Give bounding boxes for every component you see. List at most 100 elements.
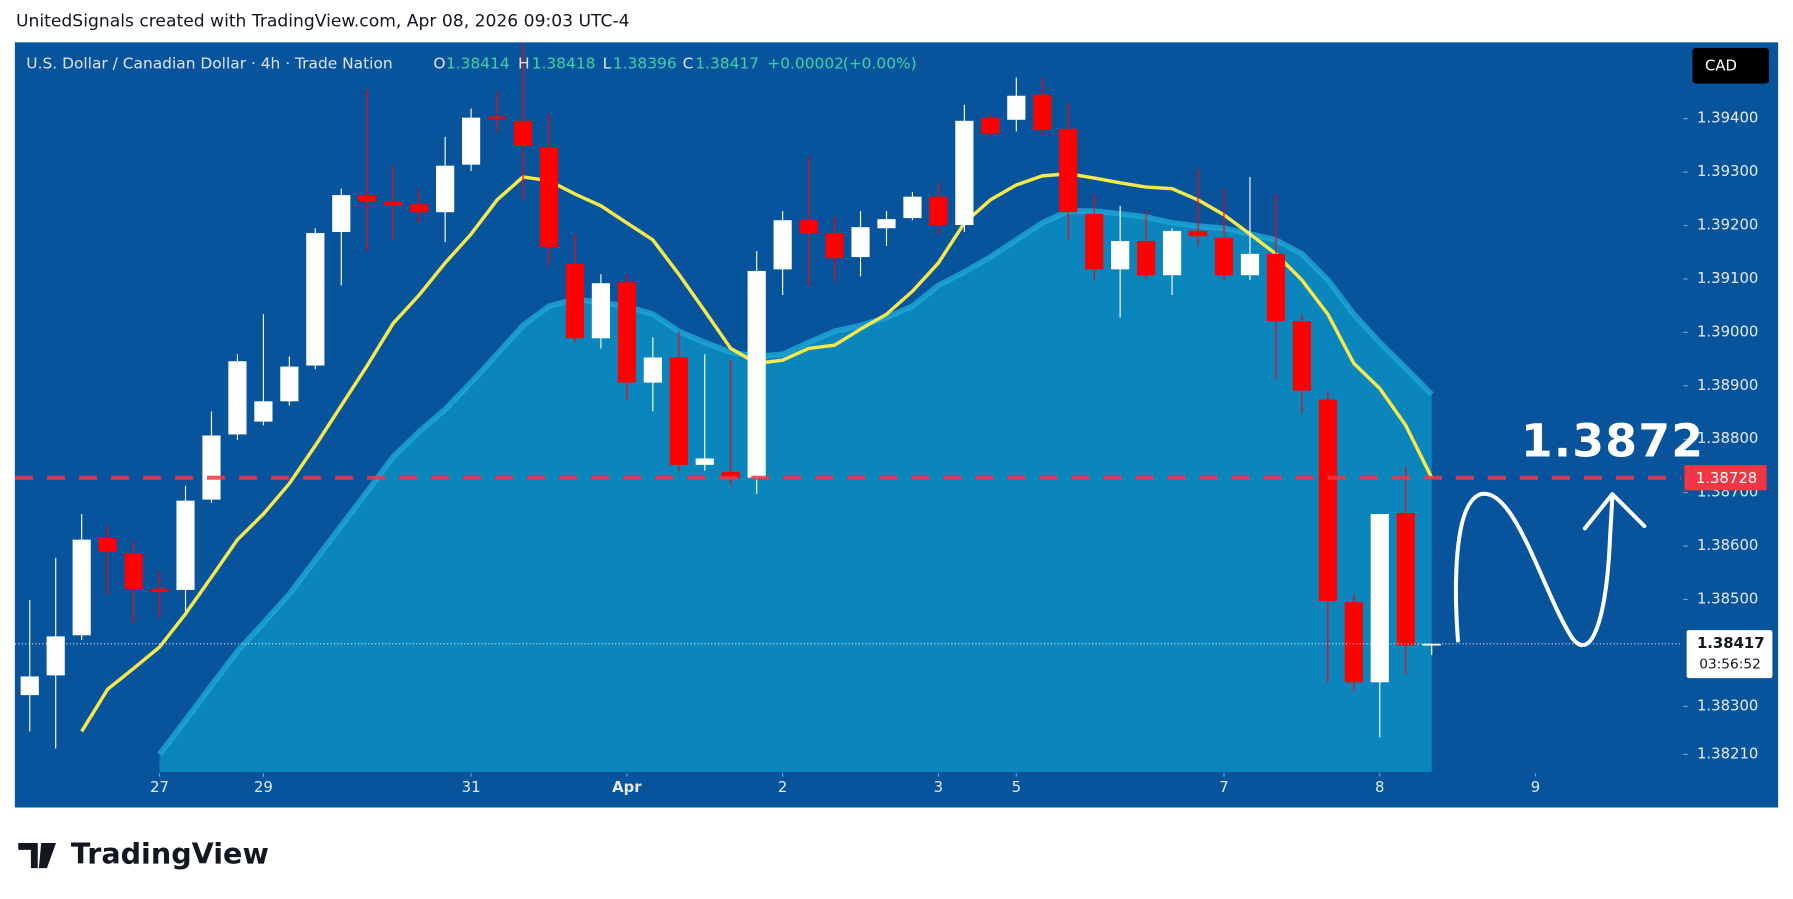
candle-body: [1292, 321, 1311, 391]
candle-body: [1111, 241, 1130, 270]
x-tick-label: 7: [1219, 778, 1228, 796]
y-tick-label: 1.39000: [1697, 322, 1758, 340]
header: UnitedSignals created with TradingView.c…: [16, 12, 630, 32]
candle-body: [721, 471, 740, 478]
logo-text: TradingView: [71, 837, 269, 871]
y-tick-label: 1.38500: [1697, 589, 1758, 607]
legend-label: O: [433, 55, 445, 73]
x-tick-label: 3: [934, 778, 943, 796]
candle-body: [1344, 602, 1363, 683]
candle-body: [1007, 95, 1026, 120]
candle-body: [591, 283, 610, 339]
candle-body: [1240, 253, 1260, 276]
x-tick-label: 5: [1012, 778, 1021, 796]
plot-front: 1.382101.383001.385001.386001.387001.388…: [14, 109, 1773, 796]
countdown: 03:56:52: [1699, 656, 1761, 672]
candle-body: [280, 366, 299, 402]
y-tick-label: 1.39200: [1697, 216, 1758, 234]
indicator-area: [159, 211, 1432, 773]
candle-body: [1370, 514, 1389, 683]
candle-body: [669, 357, 688, 465]
candle-body: [72, 539, 91, 636]
y-tick-label: 1.39100: [1697, 269, 1758, 287]
last-price-label: 1.38417: [1697, 634, 1765, 652]
legend-change-pct: (+0.00%): [843, 55, 917, 73]
candle-body: [513, 120, 533, 146]
candle-body: [1396, 512, 1415, 646]
x-tick-label: 31: [462, 778, 481, 796]
candle-body: [1214, 237, 1234, 276]
candle-body: [410, 204, 429, 213]
legend-value: 1.38414: [446, 55, 510, 73]
candle-body: [643, 357, 662, 383]
candle-body: [929, 196, 948, 226]
legend: U.S. Dollar / Canadian Dollar · 4h · Tra…: [26, 55, 916, 73]
y-tick-label: 1.38900: [1697, 376, 1758, 394]
x-tick-label: 2: [778, 778, 787, 796]
x-tick-label: 27: [150, 778, 169, 796]
candle-body: [1266, 253, 1286, 322]
candle-body: [799, 220, 818, 234]
candle-body: [1422, 643, 1441, 646]
candle-body: [1137, 241, 1156, 276]
y-tick-label: 1.39300: [1697, 162, 1758, 180]
y-tick-label: 1.38600: [1697, 536, 1758, 554]
candle-body: [981, 117, 1000, 134]
logo-icon-dot: [41, 843, 50, 852]
candle-body: [955, 120, 974, 226]
candle-body: [851, 227, 870, 258]
legend-value: 1.38396: [613, 55, 677, 73]
currency[interactable]: CAD: [1705, 56, 1737, 74]
candle-body: [332, 195, 351, 232]
candle-body: [903, 196, 922, 219]
candle-body: [539, 147, 559, 247]
legend-value: 1.38417: [695, 55, 759, 73]
candle-body: [747, 270, 766, 478]
last-price-box: [1686, 630, 1773, 679]
y-tick-label: 1.38210: [1697, 744, 1758, 762]
annotation: 1.3872: [1521, 414, 1704, 467]
candle-body: [150, 588, 169, 593]
price-level-label: 1.38728: [1696, 469, 1757, 487]
candle-body: [202, 435, 221, 500]
indicator-area-edge: [157, 208, 1434, 757]
x-tick-label: Apr: [612, 778, 642, 796]
candle-body: [565, 264, 585, 339]
candle-body: [487, 116, 507, 119]
plot-marks: [20, 43, 1441, 749]
symbol-title: U.S. Dollar / Canadian Dollar · 4h · Tra…: [26, 55, 392, 73]
y-tick-label: 1.39400: [1697, 109, 1758, 127]
candle-body: [773, 220, 792, 270]
candle-body: [1085, 213, 1104, 270]
candle-body: [358, 195, 377, 203]
candle-body: [124, 553, 143, 589]
legend-value: 1.38418: [532, 55, 596, 73]
x-tick-label: 8: [1375, 778, 1384, 796]
price-level-box: [1684, 465, 1767, 491]
legend-label: H: [518, 55, 530, 73]
hand-drawn-arrow: [1453, 492, 1647, 647]
candle-body: [228, 361, 247, 435]
candle-body: [176, 500, 195, 590]
y-tick-label: 1.38300: [1697, 696, 1758, 714]
candle-body: [254, 401, 273, 422]
candle-body: [306, 233, 325, 366]
currency-box[interactable]: [1692, 48, 1769, 84]
legend-label: C: [683, 55, 694, 73]
legend-change: +0.00002: [767, 55, 844, 73]
candle-body: [436, 165, 455, 213]
x-tick-label: 29: [254, 778, 273, 796]
candle-body: [877, 219, 896, 229]
candle-body: [462, 117, 481, 165]
candle-body: [46, 636, 65, 676]
candle-body: [695, 458, 714, 465]
candle-body: [384, 202, 403, 206]
candle-body: [1162, 230, 1182, 276]
candle-body: [1318, 399, 1337, 602]
candle-body: [1059, 128, 1078, 213]
candle-body: [1188, 230, 1208, 237]
x-tick-label: 9: [1531, 778, 1540, 796]
y-tick-label: 1.38800: [1697, 429, 1758, 447]
